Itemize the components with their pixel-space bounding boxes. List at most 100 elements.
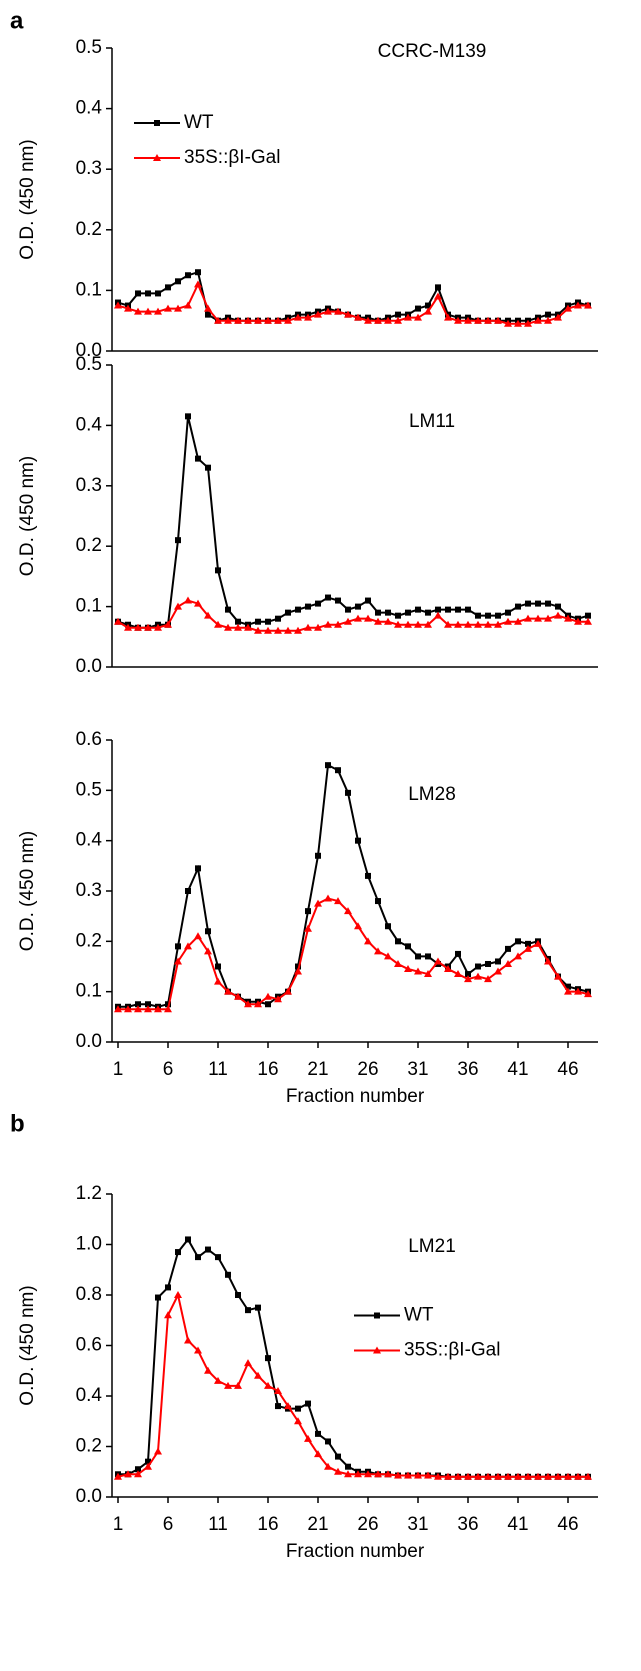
marker (145, 1001, 151, 1008)
marker (224, 316, 232, 324)
marker (544, 316, 552, 324)
marker (544, 614, 552, 622)
marker (544, 957, 552, 965)
marker (385, 609, 391, 616)
marker (144, 1462, 152, 1470)
marker (174, 304, 182, 312)
legend-marker (153, 154, 161, 161)
marker (204, 611, 212, 619)
marker (314, 1450, 322, 1458)
marker (504, 1472, 512, 1480)
marker (525, 940, 531, 947)
marker (444, 620, 452, 628)
marker (145, 1458, 151, 1465)
marker (585, 612, 591, 619)
y-tick-label: 0.2 (76, 219, 102, 240)
marker (554, 611, 562, 619)
marker (514, 617, 522, 625)
marker (275, 615, 281, 622)
marker (534, 939, 542, 947)
marker (425, 953, 431, 960)
marker (275, 1403, 281, 1410)
marker (455, 950, 461, 957)
marker (374, 316, 382, 324)
y-axis-label: O.D. (450 nm) (17, 1285, 38, 1405)
marker (295, 606, 301, 613)
marker (484, 975, 492, 983)
marker (494, 620, 502, 628)
marker (194, 932, 202, 940)
marker (384, 316, 392, 324)
marker (424, 970, 432, 978)
marker (234, 316, 242, 324)
marker (335, 767, 341, 774)
marker (534, 1472, 542, 1480)
marker (265, 1355, 271, 1362)
marker (155, 290, 161, 297)
marker (484, 1472, 492, 1480)
marker (234, 623, 242, 631)
marker (454, 1472, 462, 1480)
y-tick-label: 0.0 (76, 1031, 102, 1052)
marker (524, 944, 532, 952)
marker (305, 1400, 311, 1407)
marker (395, 938, 401, 945)
marker (195, 1254, 201, 1261)
marker (294, 626, 302, 634)
marker (274, 316, 282, 324)
marker (205, 311, 211, 318)
marker (274, 1386, 282, 1394)
marker (294, 313, 302, 321)
marker (584, 1472, 592, 1480)
marker (134, 623, 142, 631)
marker (154, 307, 162, 315)
marker (225, 606, 231, 613)
legend-label: WT (184, 112, 214, 133)
marker (175, 278, 181, 285)
marker (184, 942, 192, 950)
x-tick-label: 16 (257, 1514, 278, 1535)
y-axis-label: O.D. (450 nm) (17, 456, 38, 576)
marker (395, 612, 401, 619)
marker (284, 626, 292, 634)
marker (484, 620, 492, 628)
marker (195, 455, 201, 462)
x-tick-label: 26 (357, 1059, 378, 1080)
marker (314, 899, 322, 907)
marker (345, 606, 351, 613)
marker (215, 567, 221, 574)
marker (504, 319, 512, 327)
marker (194, 280, 202, 288)
marker (305, 603, 311, 610)
marker (184, 596, 192, 604)
marker (424, 620, 432, 628)
marker (234, 1381, 242, 1389)
marker (315, 852, 321, 859)
marker (494, 316, 502, 324)
marker (434, 957, 442, 965)
marker (344, 1470, 352, 1478)
marker (174, 602, 182, 610)
marker (224, 1381, 232, 1389)
marker (554, 1472, 562, 1480)
marker (564, 614, 572, 622)
marker (215, 963, 221, 970)
marker (264, 626, 272, 634)
legend-label: WT (404, 1305, 434, 1326)
marker (394, 959, 402, 967)
legend-label: 35S::βI-Gal (404, 1340, 500, 1361)
marker (434, 1472, 442, 1480)
marker (324, 1462, 332, 1470)
y-tick-label: 0.0 (76, 1486, 102, 1507)
x-tick-label: 26 (357, 1514, 378, 1535)
marker (574, 301, 582, 309)
marker (224, 623, 232, 631)
marker (164, 1005, 172, 1013)
marker (185, 413, 191, 420)
y-tick-label: 0.1 (76, 596, 102, 617)
y-tick-label: 0.0 (76, 656, 102, 677)
marker (195, 269, 201, 276)
marker (465, 971, 471, 978)
marker (265, 618, 271, 625)
